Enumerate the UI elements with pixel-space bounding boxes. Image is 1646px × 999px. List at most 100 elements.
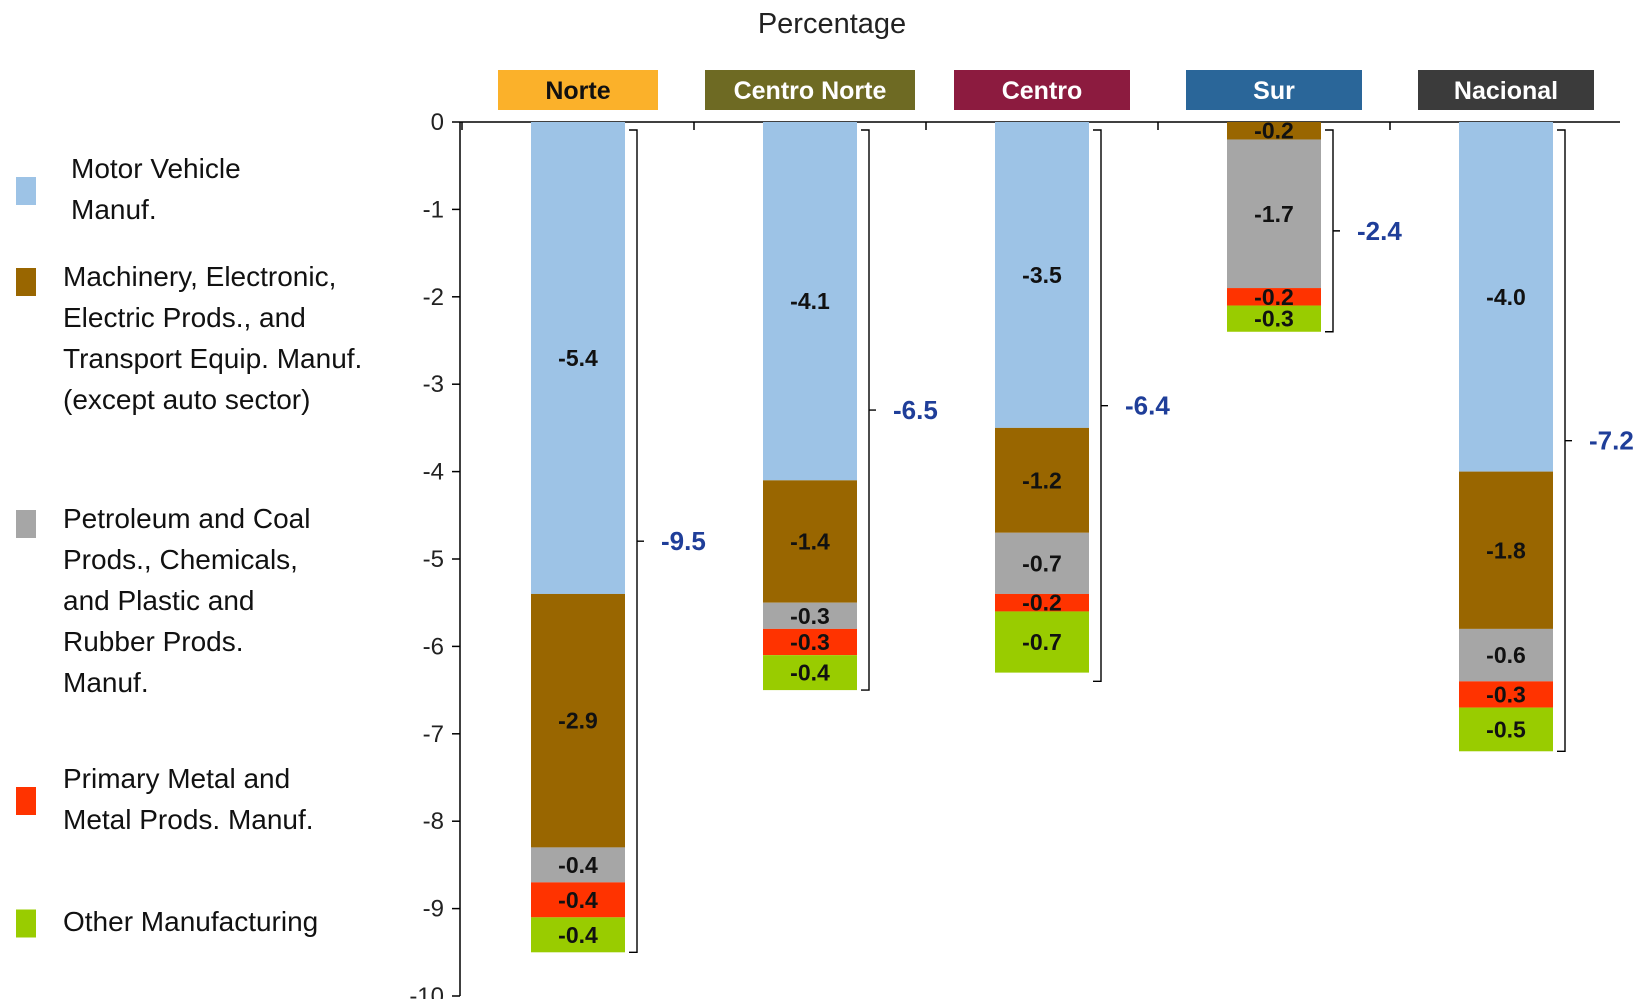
y-tick-label: -8: [423, 808, 444, 835]
bar-segment: [531, 917, 625, 953]
segment-value-label: -1.2: [1022, 467, 1062, 493]
region-header-label: Centro: [1002, 77, 1083, 105]
y-tick-label: 0: [431, 109, 444, 136]
segment-value-label: -0.4: [558, 922, 598, 948]
region-header-label: Nacional: [1454, 77, 1558, 105]
bar-segment: [763, 655, 857, 691]
segment-value-label: -0.2: [1254, 284, 1294, 310]
legend-label: Machinery, Electronic,: [63, 261, 336, 292]
legend-label: Manuf.: [63, 667, 149, 698]
region-header-box: [954, 70, 1130, 110]
segment-value-label: -0.6: [1486, 642, 1526, 668]
segment-value-label: -0.3: [1254, 306, 1294, 332]
bar-segment: [995, 532, 1089, 594]
segment-value-label: -0.2: [1254, 118, 1294, 144]
legend-label: Electric Prods., and: [63, 302, 306, 333]
y-tick-label: -3: [423, 371, 444, 398]
totals: -9.5 -6.5 -6.4 -2.4 -7.2: [629, 129, 1634, 953]
segment-value-label: -5.4: [558, 345, 598, 371]
segment-value-label: -0.7: [1022, 629, 1062, 655]
region-header-box: [1186, 70, 1362, 110]
bar-segment: [1459, 707, 1553, 752]
total-bracket: [1325, 129, 1340, 333]
bar-segment: [531, 847, 625, 883]
bar-segment: [531, 882, 625, 918]
legend-label: Metal Prods. Manuf.: [63, 804, 314, 835]
bar-segment: [995, 427, 1089, 533]
region-header-box: [705, 70, 915, 110]
region-header-box: [498, 70, 658, 110]
legend-swatch: [16, 787, 36, 815]
y-axis: 0 -1 -2 -3 -4 -5 -6 -7 -8 -9 -10: [409, 109, 461, 999]
segment-value-label: -4.0: [1486, 284, 1526, 310]
total-value-label: -7.2: [1589, 426, 1634, 456]
total-value-label: -9.5: [661, 526, 706, 556]
legend-swatch: [16, 510, 36, 538]
segment-value-label: -0.4: [558, 852, 598, 878]
y-tick-label: -6: [423, 633, 444, 660]
segment-value-label: -0.5: [1486, 716, 1526, 742]
total-bracket: [861, 129, 876, 691]
total-bracket: [629, 129, 644, 953]
bar-segment: [995, 593, 1089, 612]
total-bracket: [1557, 129, 1572, 752]
bar-segment: [1227, 305, 1321, 332]
legend-swatch: [16, 268, 36, 296]
bar-segment: [763, 602, 857, 629]
region-header-label: Norte: [545, 77, 610, 105]
legend-swatch: [16, 909, 36, 938]
segment-value-label: -0.7: [1022, 550, 1062, 576]
bar-segment: [763, 122, 857, 481]
chart-title: Percentage: [758, 8, 906, 40]
total-value-label: -6.4: [1125, 391, 1170, 421]
bar-segment: [763, 480, 857, 603]
bars: -5.4 -2.9 -0.4 -0.4 -0.4 -4.1 -1.4 -0.3 -0.3 -0.4…: [531, 118, 1553, 953]
legend-label: Motor Vehicle: [71, 153, 241, 184]
bar-segment: [1459, 628, 1553, 682]
segment-value-label: -0.3: [790, 603, 830, 629]
segment-value-label: -0.4: [558, 887, 598, 913]
y-tick-label: -1: [423, 196, 444, 223]
segment-value-label: -0.2: [1022, 590, 1062, 616]
region-headers: Norte Centro Norte Centro Sur Nacional: [498, 70, 1594, 110]
bar-segment: [1459, 471, 1553, 629]
legend-label: Rubber Prods.: [63, 626, 244, 657]
legend-label: Primary Metal and: [63, 763, 290, 794]
bar-segment: [1227, 139, 1321, 289]
y-tick-label: -4: [423, 459, 444, 486]
region-header-label: Sur: [1253, 77, 1295, 105]
y-tick-label: -10: [409, 983, 444, 999]
y-tick-label: -2: [423, 284, 444, 311]
legend-label: Manuf.: [71, 194, 157, 225]
segment-value-label: -1.8: [1486, 537, 1526, 563]
segment-value-label: -0.3: [1486, 681, 1526, 707]
total-bracket: [1093, 129, 1108, 683]
segment-value-label: -1.7: [1254, 201, 1294, 227]
region-header-box: [1418, 70, 1594, 110]
legend: Motor Vehicle Manuf. Machinery, Electronic…: [16, 153, 362, 938]
bar-segment: [531, 122, 625, 594]
total-value-label: -2.4: [1357, 216, 1402, 246]
legend-label: Prods., Chemicals,: [63, 544, 298, 575]
bar-segment: [995, 611, 1089, 673]
bar-segment: [763, 628, 857, 656]
y-tick-label: -5: [423, 546, 444, 573]
region-header-label: Centro Norte: [734, 77, 887, 105]
y-tick-label: -7: [423, 721, 444, 748]
total-value-label: -6.5: [893, 395, 938, 425]
legend-label: Other Manufacturing: [63, 906, 318, 937]
segment-value-label: -1.4: [790, 529, 830, 555]
legend-label: Petroleum and Coal: [63, 503, 310, 534]
segment-value-label: -2.9: [558, 708, 598, 734]
legend-label: (except auto sector): [63, 384, 310, 415]
bar-segment: [995, 122, 1089, 428]
segment-value-label: -0.4: [790, 660, 830, 686]
legend-label: and Plastic and: [63, 585, 254, 616]
segment-value-label: -4.1: [790, 288, 830, 314]
legend-label: Transport Equip. Manuf.: [63, 343, 362, 374]
legend-swatch: [16, 177, 36, 205]
bar-segment: [1459, 122, 1553, 472]
segment-value-label: -3.5: [1022, 262, 1062, 288]
bar-segment: [1459, 681, 1553, 708]
